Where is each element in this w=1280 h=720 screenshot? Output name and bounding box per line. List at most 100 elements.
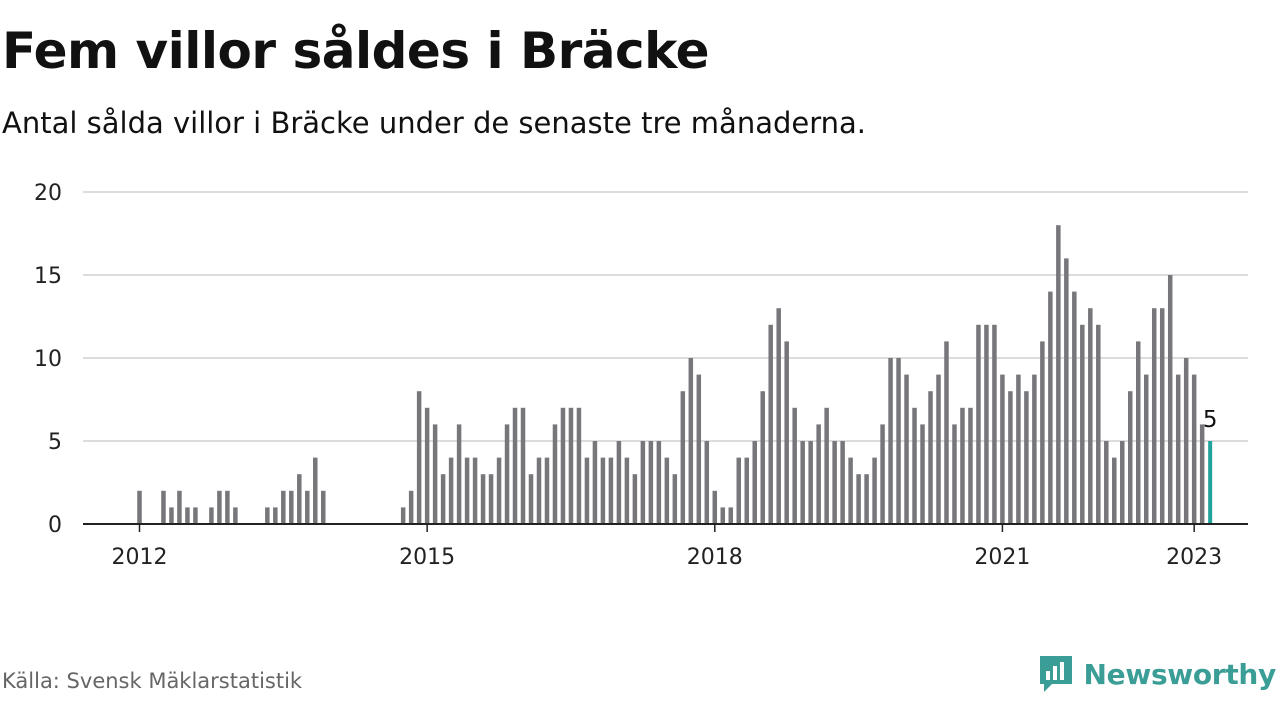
bar xyxy=(448,457,454,524)
bar xyxy=(472,457,478,524)
bar xyxy=(672,474,678,524)
highlight-value-label: 5 xyxy=(1203,407,1218,433)
bar xyxy=(305,490,310,524)
bar xyxy=(856,474,861,524)
bar xyxy=(832,441,837,524)
bar xyxy=(560,407,566,524)
bar xyxy=(1191,374,1197,524)
bar xyxy=(1175,374,1181,524)
bar xyxy=(225,490,230,524)
bar xyxy=(313,457,318,524)
bar xyxy=(1128,391,1133,524)
bar xyxy=(936,374,941,524)
bar xyxy=(456,424,462,524)
bar xyxy=(984,324,989,524)
grid-lines xyxy=(83,191,1248,442)
bar xyxy=(1032,374,1037,524)
bar xyxy=(640,441,646,524)
bars xyxy=(137,225,1213,524)
bar xyxy=(1056,225,1061,524)
bar xyxy=(848,457,853,524)
bar xyxy=(944,341,949,524)
bar xyxy=(161,490,166,524)
bar xyxy=(792,407,797,524)
bar xyxy=(480,474,486,524)
bar xyxy=(1120,441,1125,524)
bar xyxy=(800,441,805,524)
bar xyxy=(520,407,526,524)
bar xyxy=(776,308,781,524)
bar xyxy=(744,457,749,524)
bar xyxy=(912,407,917,524)
x-axis: 2012 2015 2018 2021 2023 xyxy=(112,524,1222,570)
x-tick-label: 2015 xyxy=(399,545,455,570)
y-tick-label: 0 xyxy=(48,513,62,538)
x-tick-label: 2023 xyxy=(1166,545,1222,570)
bar xyxy=(904,374,909,524)
bar xyxy=(177,490,182,524)
bar xyxy=(736,457,741,524)
bar xyxy=(664,457,670,524)
bar xyxy=(712,490,718,524)
newsworthy-logo-icon xyxy=(1039,656,1072,692)
bar xyxy=(265,507,270,524)
bar xyxy=(968,407,973,524)
bar xyxy=(496,457,502,524)
bar xyxy=(440,474,446,524)
bar xyxy=(1136,341,1141,524)
bar xyxy=(217,490,222,524)
bar xyxy=(233,507,238,524)
bar xyxy=(297,474,302,524)
bar xyxy=(193,507,198,524)
bar xyxy=(816,424,821,524)
bar xyxy=(1064,258,1069,524)
bar xyxy=(408,490,414,524)
bar xyxy=(1104,441,1109,524)
bar xyxy=(281,490,286,524)
bar xyxy=(1151,308,1157,524)
y-axis: 0 5 10 15 20 xyxy=(34,181,62,538)
bar xyxy=(704,441,710,524)
bar xyxy=(1167,275,1173,524)
bar xyxy=(568,407,574,524)
bar xyxy=(1040,341,1045,524)
bar xyxy=(544,457,550,524)
bar xyxy=(896,358,901,524)
bar xyxy=(928,391,933,524)
bar xyxy=(488,474,494,524)
bar xyxy=(864,474,869,524)
bar xyxy=(880,424,885,524)
brand-logo: Newsworthy xyxy=(1038,652,1276,696)
bar xyxy=(321,490,326,524)
bar xyxy=(616,441,622,524)
bar xyxy=(680,391,686,524)
bar xyxy=(608,457,614,524)
bar xyxy=(1183,358,1189,524)
bar xyxy=(808,441,813,524)
bar xyxy=(1088,308,1093,524)
bar xyxy=(768,324,773,524)
bar xyxy=(552,424,558,524)
y-tick-label: 5 xyxy=(48,430,62,455)
bar xyxy=(992,324,997,524)
bar xyxy=(1199,424,1205,524)
bar xyxy=(752,441,757,524)
x-tick-label: 2012 xyxy=(112,545,168,570)
bar xyxy=(1016,374,1021,524)
chart-title: Fem villor såldes i Bräcke xyxy=(2,22,710,80)
bar xyxy=(1072,291,1077,524)
source-note: Källa: Svensk Mäklarstatistik xyxy=(2,669,303,693)
bar xyxy=(1112,457,1117,524)
bar xyxy=(424,407,430,524)
bar xyxy=(1159,308,1165,524)
y-tick-label: 10 xyxy=(34,347,62,372)
bar xyxy=(169,507,174,524)
bar xyxy=(1080,324,1085,524)
bar xyxy=(209,507,214,524)
bar xyxy=(273,507,278,524)
bar xyxy=(1096,324,1101,524)
bar xyxy=(728,507,734,524)
bar xyxy=(185,507,190,524)
bar xyxy=(688,358,694,524)
bar xyxy=(696,374,702,524)
